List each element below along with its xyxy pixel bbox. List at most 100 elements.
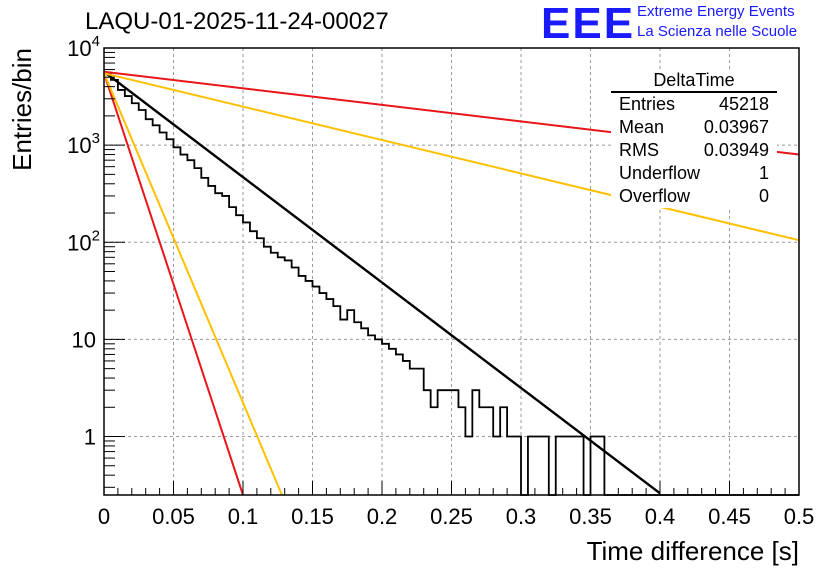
histogram-bin — [167, 139, 174, 495]
stats-title: DeltaTime — [611, 70, 777, 93]
stats-row-entries: Entries 45218 — [611, 93, 777, 116]
x-tick-label: 0.1 — [228, 504, 259, 529]
histogram-bin — [556, 437, 563, 495]
x-tick-label: 0.45 — [708, 504, 751, 529]
histogram-bin — [417, 369, 424, 495]
histogram-bin — [111, 80, 118, 495]
y-tick-label: 1 — [84, 425, 96, 450]
histogram-bin — [264, 247, 271, 495]
stats-value: 0.03967 — [703, 117, 769, 137]
y-tick-label: 102 — [67, 227, 100, 255]
logo-caption-line1: Extreme Energy Events — [637, 3, 795, 20]
stats-box: DeltaTime Entries 45218 Mean 0.03967 RMS… — [611, 70, 777, 208]
orange-fast-curve — [103, 72, 283, 496]
y-tick-label: 104 — [67, 33, 100, 61]
stats-label: Underflow — [619, 163, 701, 183]
y-tick-exponent: 2 — [92, 227, 100, 244]
eee-logo: EEE — [541, 0, 636, 48]
histogram-bin — [347, 310, 354, 495]
x-tick-label: 0.15 — [291, 504, 334, 529]
histogram-bin — [403, 361, 410, 495]
histogram-bin — [174, 147, 181, 495]
tick-label-layer: 0 0.05 0.1 0.15 0.2 0.25 0.3 0.35 0.4 0.45 0.51101… — [67, 33, 814, 529]
stats-row-underflow: Underflow 1 — [611, 162, 777, 185]
histogram-bin — [410, 369, 417, 495]
histogram-bin — [493, 437, 500, 495]
histogram-bin — [340, 320, 347, 495]
histogram-bin — [577, 437, 584, 495]
orange-slow-curve — [103, 72, 800, 242]
histogram-bin — [507, 437, 514, 495]
x-tick-label: 0.25 — [430, 504, 473, 529]
histogram-bin — [424, 390, 431, 495]
stats-label: RMS — [619, 140, 659, 160]
y-axis-label: Entries/bin — [7, 48, 37, 171]
stats-row-rms: RMS 0.03949 — [611, 139, 777, 162]
histogram-bin — [354, 322, 361, 495]
logo-caption-line2: La Scienza nelle Scuole — [637, 23, 798, 40]
histogram-bin — [445, 390, 452, 495]
histogram-bin — [306, 281, 313, 495]
histogram-bin — [292, 267, 299, 495]
y-tick-label: 10 — [72, 327, 96, 352]
stats-value: 0 — [758, 186, 769, 206]
histogram-bin — [236, 215, 243, 495]
y-tick-label: 103 — [67, 130, 100, 158]
histogram-bin — [250, 231, 257, 495]
histogram-bin — [271, 253, 278, 495]
x-tick-label: 0 — [98, 504, 110, 529]
y-tick-base: 1 — [84, 425, 96, 450]
chart-title: LAQU-01-2025-11-24-00027 — [85, 8, 389, 35]
histogram-bin — [382, 344, 389, 495]
x-axis-label: Time difference [s] — [587, 536, 799, 566]
red-fast-curve — [103, 72, 244, 496]
histogram-bin — [542, 437, 549, 495]
histogram-bin — [278, 257, 285, 495]
histogram-bin — [243, 222, 250, 495]
y-tick-base: 10 — [67, 133, 91, 158]
x-tick-label: 0.05 — [152, 504, 195, 529]
histogram-bin — [153, 125, 160, 495]
histogram-bin — [563, 437, 570, 495]
histogram-bin — [118, 90, 125, 495]
y-tick-exponent: 4 — [92, 33, 100, 50]
histogram-bin — [333, 306, 340, 495]
x-tick-label: 0.5 — [784, 504, 815, 529]
histogram-bin — [368, 335, 375, 495]
histogram-bin — [257, 238, 264, 495]
histogram-bin — [229, 207, 236, 495]
histogram-bin — [201, 178, 208, 495]
histogram-bin — [465, 437, 472, 495]
histogram-bin — [438, 390, 445, 495]
histogram-bin — [472, 390, 479, 495]
histogram-bin — [528, 437, 535, 495]
histogram-bin — [375, 339, 382, 495]
histogram-bin — [452, 390, 459, 495]
y-tick-base: 10 — [72, 327, 96, 352]
histogram-bin — [160, 132, 167, 495]
histogram-bin — [389, 349, 396, 495]
stats-label: Overflow — [619, 186, 691, 206]
histogram-bin — [396, 354, 403, 495]
tick-layer — [103, 47, 800, 495]
stats-value: 1 — [758, 163, 769, 183]
stats-row-mean: Mean 0.03967 — [611, 116, 777, 139]
stats-row-overflow: Overflow 0 — [611, 185, 777, 208]
histogram-bin — [479, 407, 486, 495]
histogram-bin — [194, 168, 201, 495]
y-tick-base: 10 — [67, 36, 91, 61]
histogram-bin — [326, 299, 333, 495]
histogram-bin — [104, 73, 111, 495]
histogram-bin — [431, 407, 438, 495]
x-tick-label: 0.4 — [645, 504, 676, 529]
histogram-bin — [319, 293, 326, 495]
y-tick-exponent: 3 — [92, 130, 100, 147]
fit-curve — [103, 70, 661, 495]
histogram-bin — [535, 437, 542, 495]
stats-label: Entries — [619, 94, 676, 114]
stats-value: 45218 — [718, 94, 769, 114]
histogram-bin — [500, 407, 507, 495]
histogram-bin — [361, 328, 368, 495]
y-tick-base: 10 — [67, 230, 91, 255]
